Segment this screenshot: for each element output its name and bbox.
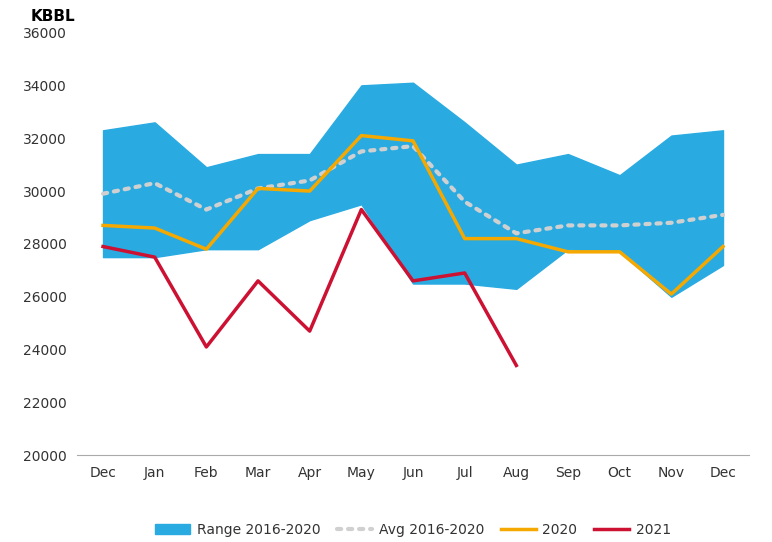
Text: KBBL: KBBL (30, 9, 75, 24)
Legend: Range 2016-2020, Avg 2016-2020, 2020, 2021: Range 2016-2020, Avg 2016-2020, 2020, 20… (150, 517, 676, 542)
